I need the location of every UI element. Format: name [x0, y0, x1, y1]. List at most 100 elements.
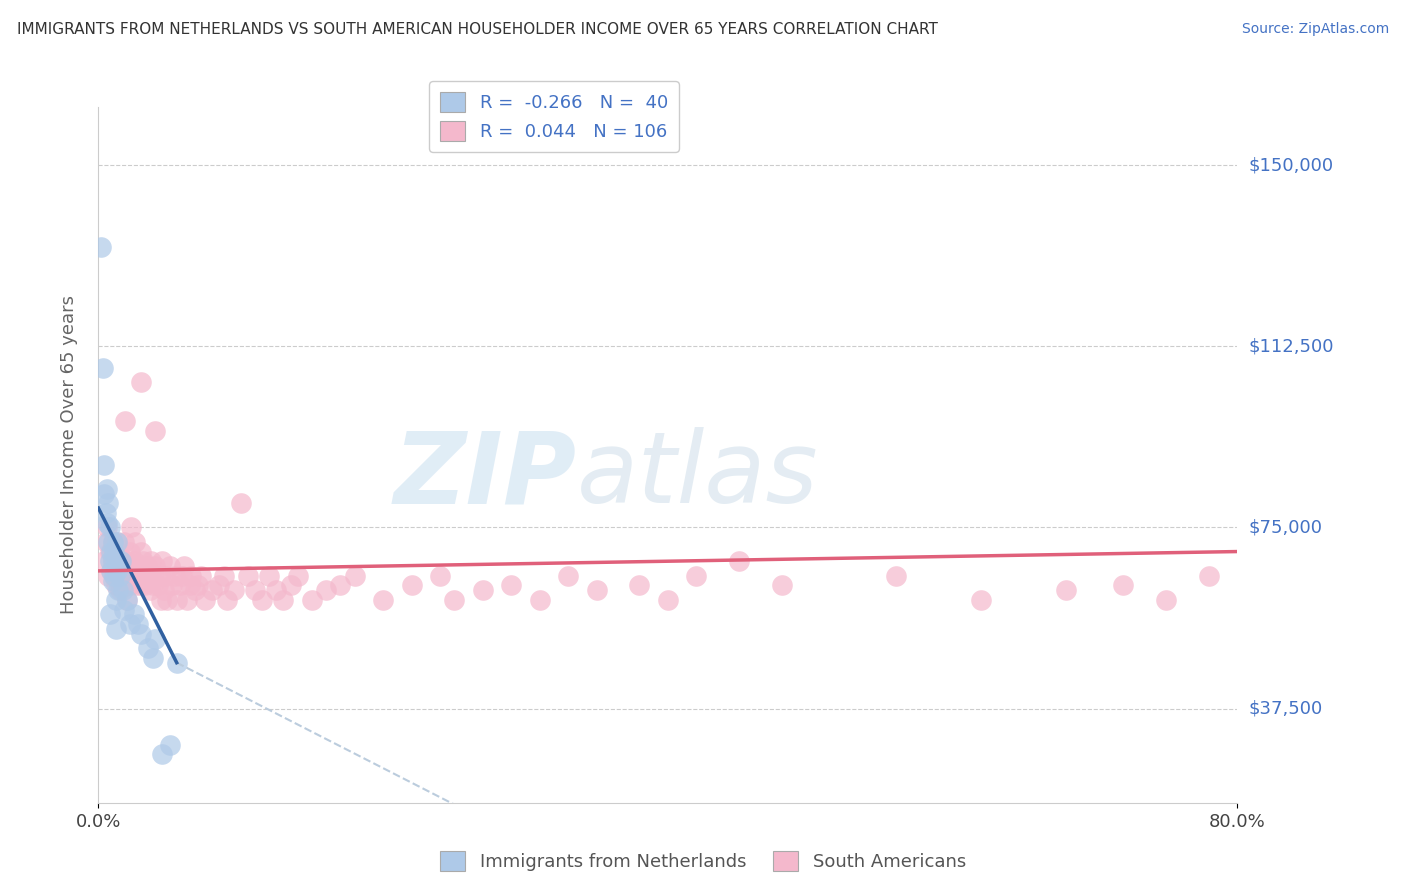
Point — [138, 583, 160, 598]
Point — [1198, 568, 1220, 582]
Point — [148, 578, 170, 592]
Point — [153, 583, 176, 598]
Point — [728, 554, 751, 568]
Point — [187, 578, 209, 592]
Point — [657, 592, 679, 607]
Point — [93, 458, 115, 472]
Point — [101, 534, 124, 549]
Point — [401, 578, 423, 592]
Point — [142, 568, 165, 582]
Point — [104, 578, 127, 592]
Point — [471, 583, 494, 598]
Point — [97, 534, 120, 549]
Point — [91, 361, 114, 376]
Point — [169, 578, 191, 592]
Point — [97, 568, 120, 582]
Legend: R =  -0.266   N =  40, R =  0.044   N = 106: R = -0.266 N = 40, R = 0.044 N = 106 — [429, 81, 679, 152]
Point — [1154, 592, 1177, 607]
Point — [141, 578, 163, 592]
Point — [179, 578, 201, 592]
Point — [194, 592, 217, 607]
Point — [443, 592, 465, 607]
Point — [159, 738, 181, 752]
Point — [180, 568, 202, 582]
Point — [236, 568, 259, 582]
Point — [94, 506, 117, 520]
Point — [115, 592, 138, 607]
Point — [884, 568, 907, 582]
Point — [501, 578, 523, 592]
Point — [98, 607, 121, 622]
Point — [96, 482, 118, 496]
Point — [107, 583, 129, 598]
Point — [93, 486, 115, 500]
Point — [97, 496, 120, 510]
Point — [103, 568, 125, 582]
Point — [229, 496, 252, 510]
Point — [145, 559, 167, 574]
Point — [132, 568, 155, 582]
Point — [176, 592, 198, 607]
Point — [104, 544, 127, 558]
Point — [529, 592, 551, 607]
Point — [101, 554, 124, 568]
Point — [90, 240, 112, 254]
Point — [557, 568, 579, 582]
Point — [215, 592, 238, 607]
Point — [115, 554, 138, 568]
Point — [104, 622, 127, 636]
Point — [105, 564, 128, 578]
Point — [373, 592, 395, 607]
Point — [120, 520, 142, 534]
Point — [110, 568, 132, 582]
Point — [145, 632, 167, 646]
Text: Source: ZipAtlas.com: Source: ZipAtlas.com — [1241, 22, 1389, 37]
Point — [129, 626, 152, 640]
Point — [166, 656, 188, 670]
Point — [329, 578, 352, 592]
Text: $75,000: $75,000 — [1249, 518, 1323, 536]
Point — [118, 617, 141, 632]
Text: $37,500: $37,500 — [1249, 699, 1323, 717]
Text: IMMIGRANTS FROM NETHERLANDS VS SOUTH AMERICAN HOUSEHOLDER INCOME OVER 65 YEARS C: IMMIGRANTS FROM NETHERLANDS VS SOUTH AME… — [17, 22, 938, 37]
Point — [212, 568, 235, 582]
Point — [107, 568, 129, 582]
Point — [266, 583, 288, 598]
Point — [112, 534, 135, 549]
Point — [129, 376, 152, 390]
Point — [1056, 583, 1078, 598]
Point — [628, 578, 651, 592]
Point — [585, 583, 607, 598]
Point — [172, 568, 194, 582]
Point — [145, 424, 167, 438]
Point — [159, 559, 181, 574]
Point — [131, 554, 153, 568]
Point — [139, 554, 162, 568]
Text: $112,500: $112,500 — [1249, 337, 1334, 355]
Point — [121, 568, 143, 582]
Point — [101, 554, 124, 568]
Point — [103, 568, 125, 582]
Text: ZIP: ZIP — [394, 427, 576, 524]
Point — [152, 554, 174, 568]
Point — [129, 578, 152, 592]
Point — [117, 568, 139, 582]
Point — [343, 568, 366, 582]
Point — [122, 554, 145, 568]
Text: $150,000: $150,000 — [1249, 156, 1333, 174]
Point — [104, 554, 127, 568]
Point — [104, 592, 127, 607]
Point — [166, 592, 188, 607]
Point — [184, 583, 207, 598]
Point — [970, 592, 993, 607]
Point — [165, 568, 187, 582]
Point — [105, 534, 128, 549]
Point — [301, 592, 323, 607]
Point — [96, 520, 118, 534]
Y-axis label: Householder Income Over 65 years: Householder Income Over 65 years — [59, 295, 77, 615]
Point — [112, 578, 135, 592]
Point — [685, 568, 707, 582]
Point — [135, 559, 157, 574]
Point — [770, 578, 793, 592]
Point — [118, 578, 141, 592]
